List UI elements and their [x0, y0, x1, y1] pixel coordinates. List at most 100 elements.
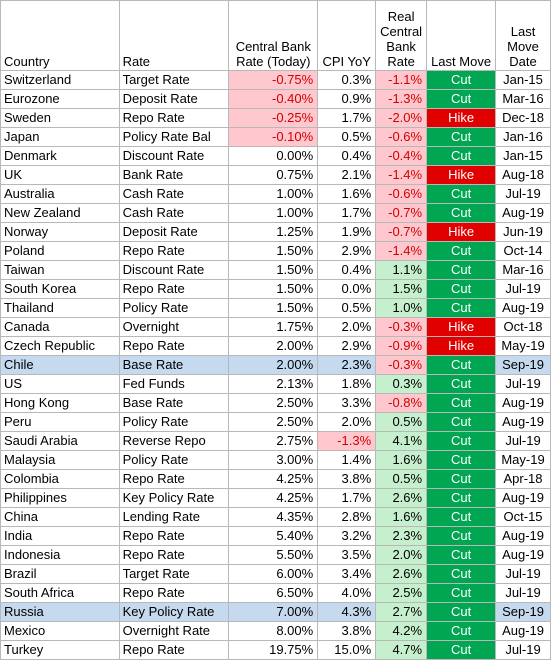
cell-country: Philippines — [0, 488, 120, 508]
cell-real-rate: -0.3% — [375, 355, 428, 375]
table-row: Thailand Policy Rate 1.50% 0.5% 1.0% Cut Aug-1… — [0, 298, 551, 318]
cell-cpi: 3.8% — [317, 469, 377, 489]
cell-last-move-date: Aug-19 — [495, 412, 551, 432]
cell-cpi: 0.5% — [317, 127, 377, 147]
cell-last-move-date: Jul-19 — [495, 374, 551, 394]
cell-real-rate: -1.3% — [375, 89, 428, 109]
cell-last-move: Cut — [426, 412, 497, 432]
cell-cpi: 1.7% — [317, 488, 377, 508]
table-row: South Africa Repo Rate 6.50% 4.0% 2.5% Cut Jul… — [0, 583, 551, 603]
cell-country: Chile — [0, 355, 120, 375]
header-row: Country Rate Central Bank Rate (Today) C… — [0, 0, 551, 71]
cell-real-rate: -1.4% — [375, 241, 428, 261]
cell-rate-name: Discount Rate — [118, 146, 230, 166]
cell-cb-rate: 1.50% — [228, 241, 319, 261]
cell-last-move: Cut — [426, 507, 497, 527]
header-last-move-date: Last Move Date — [495, 0, 551, 71]
cell-rate-name: Repo Rate — [118, 469, 230, 489]
cell-cpi: 0.5% — [317, 298, 377, 318]
cell-last-move: Cut — [426, 279, 497, 299]
cell-last-move: Cut — [426, 355, 497, 375]
cell-rate-name: Repo Rate — [118, 640, 230, 660]
header-real-rate-line: Bank — [386, 39, 416, 54]
cell-cb-rate: -0.75% — [228, 70, 319, 90]
cell-last-move: Cut — [426, 564, 497, 584]
cell-country: India — [0, 526, 120, 546]
cell-country: Russia — [0, 602, 120, 622]
cell-rate-name: Repo Rate — [118, 241, 230, 261]
cell-cpi: 1.7% — [317, 203, 377, 223]
header-real-rate-line: Real — [387, 9, 415, 24]
cell-real-rate: 1.6% — [375, 450, 428, 470]
cell-cpi: 2.3% — [317, 355, 377, 375]
cell-cpi: 2.0% — [317, 317, 377, 337]
cell-last-move-date: Sep-19 — [495, 355, 551, 375]
cell-cb-rate: 5.50% — [228, 545, 319, 565]
cell-rate-name: Target Rate — [118, 564, 230, 584]
cell-last-move-date: Aug-19 — [495, 203, 551, 223]
cell-country: Indonesia — [0, 545, 120, 565]
table-row: Hong Kong Base Rate 2.50% 3.3% -0.8% Cut Aug-1… — [0, 393, 551, 413]
cell-last-move: Cut — [426, 146, 497, 166]
cell-cpi: 1.7% — [317, 108, 377, 128]
cell-cb-rate: -0.25% — [228, 108, 319, 128]
table-row: Sweden Repo Rate -0.25% 1.7% -2.0% Hike Dec-18 — [0, 108, 551, 128]
cell-country: Malaysia — [0, 450, 120, 470]
cell-cpi: 2.9% — [317, 241, 377, 261]
cell-cpi: 1.6% — [317, 184, 377, 204]
cell-last-move-date: Aug-19 — [495, 545, 551, 565]
table-row: Czech Republic Repo Rate 2.00% 2.9% -0.9% Hik… — [0, 336, 551, 356]
cell-last-move: Cut — [426, 89, 497, 109]
cell-country: Colombia — [0, 469, 120, 489]
header-cb-rate-line: Central Bank — [235, 39, 311, 54]
cell-cpi: 2.8% — [317, 507, 377, 527]
cell-cb-rate: 7.00% — [228, 602, 319, 622]
cell-country: Australia — [0, 184, 120, 204]
cell-cb-rate: 3.00% — [228, 450, 319, 470]
cell-cb-rate: -0.40% — [228, 89, 319, 109]
cell-last-move-date: May-19 — [495, 336, 551, 356]
cell-rate-name: Overnight — [118, 317, 230, 337]
cell-last-move-date: Sep-19 — [495, 602, 551, 622]
cell-rate-name: Overnight Rate — [118, 621, 230, 641]
cell-last-move: Cut — [426, 469, 497, 489]
cell-last-move: Cut — [426, 488, 497, 508]
cell-country: South Korea — [0, 279, 120, 299]
cell-rate-name: Key Policy Rate — [118, 602, 230, 622]
cell-country: US — [0, 374, 120, 394]
cell-real-rate: 2.6% — [375, 564, 428, 584]
cell-last-move-date: May-19 — [495, 450, 551, 470]
cell-rate-name: Reverse Repo — [118, 431, 230, 451]
cell-country: South Africa — [0, 583, 120, 603]
table-row: Mexico Overnight Rate 8.00% 3.8% 4.2% Cut Aug-… — [0, 621, 551, 641]
cell-cb-rate: 2.13% — [228, 374, 319, 394]
table-row: Chile Base Rate 2.00% 2.3% -0.3% Cut Sep-19 — [0, 355, 551, 375]
header-last-move-date-line: Move — [507, 39, 539, 54]
cell-rate-name: Repo Rate — [118, 279, 230, 299]
cell-cpi: 1.8% — [317, 374, 377, 394]
cell-country: Denmark — [0, 146, 120, 166]
cell-cpi: 2.1% — [317, 165, 377, 185]
cell-last-move-date: Aug-19 — [495, 393, 551, 413]
table-row: New Zealand Cash Rate 1.00% 1.7% -0.7% Cut Aug… — [0, 203, 551, 223]
cell-real-rate: 4.7% — [375, 640, 428, 660]
table-row: China Lending Rate 4.35% 2.8% 1.6% Cut Oct-15 — [0, 507, 551, 527]
cell-cb-rate: 2.00% — [228, 355, 319, 375]
table-row: India Repo Rate 5.40% 3.2% 2.3% Cut Aug-19 — [0, 526, 551, 546]
cell-rate-name: Lending Rate — [118, 507, 230, 527]
cell-real-rate: -0.7% — [375, 222, 428, 242]
cell-cb-rate: 1.75% — [228, 317, 319, 337]
table-row: UK Bank Rate 0.75% 2.1% -1.4% Hike Aug-18 — [0, 165, 551, 185]
header-real-rate-line: Rate — [387, 54, 415, 69]
table-row: Denmark Discount Rate 0.00% 0.4% -0.4% Cut Jan… — [0, 146, 551, 166]
cell-last-move: Cut — [426, 298, 497, 318]
cell-last-move-date: Jul-19 — [495, 564, 551, 584]
cell-last-move: Cut — [426, 260, 497, 280]
cell-cb-rate: 0.00% — [228, 146, 319, 166]
cell-cpi: 3.2% — [317, 526, 377, 546]
table-row: US Fed Funds 2.13% 1.8% 0.3% Cut Jul-19 — [0, 374, 551, 394]
header-last-move-date-line: Last — [510, 24, 536, 39]
cell-real-rate: -2.0% — [375, 108, 428, 128]
cell-rate-name: Target Rate — [118, 70, 230, 90]
cell-country: Norway — [0, 222, 120, 242]
